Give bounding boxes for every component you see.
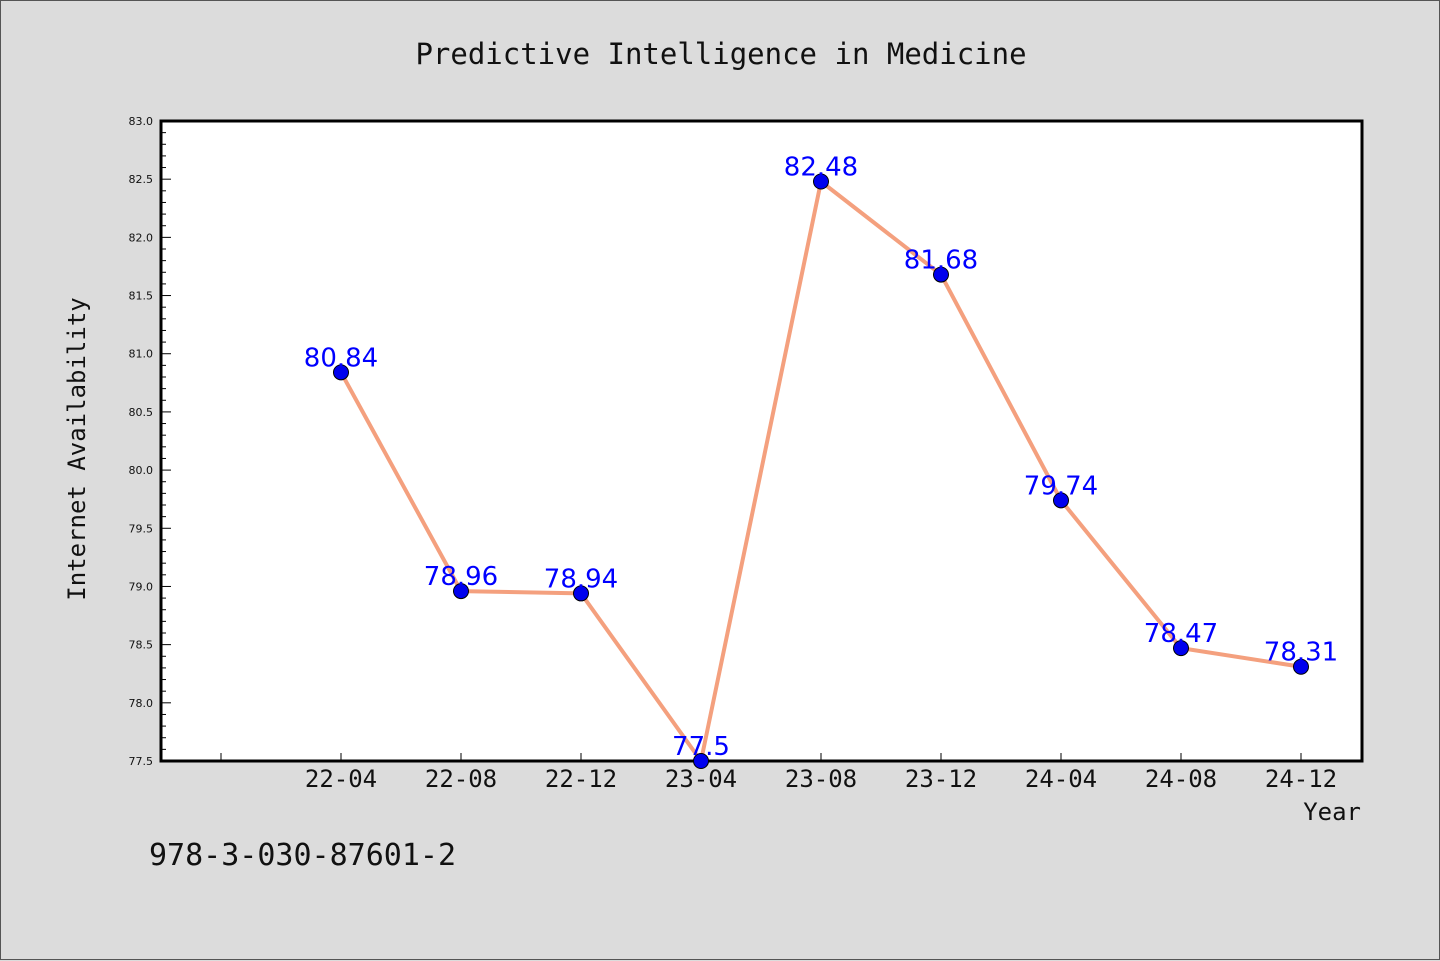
x-tick-label: 22-12 <box>545 765 617 793</box>
y-tick-label: 83.0 <box>129 115 154 128</box>
chart-title: Predictive Intelligence in Medicine <box>415 37 1026 71</box>
data-label: 78.96 <box>424 562 498 592</box>
plot-area <box>159 119 1364 763</box>
x-tick-label: 24-04 <box>1025 765 1097 793</box>
data-label: 78.94 <box>544 564 618 594</box>
footer-isbn-text: 978-3-030-87601-2 <box>149 838 456 873</box>
data-point <box>333 364 349 381</box>
y-tick-label: 82.0 <box>129 231 154 244</box>
data-label: 81.68 <box>904 246 978 276</box>
y-tick-label: 81.5 <box>129 290 154 303</box>
data-points-group <box>333 173 1309 769</box>
y-tick-label: 77.5 <box>129 755 154 768</box>
y-axis-label: Internet Availability <box>63 297 91 600</box>
x-axis: 22-04 22-08 22-12 23-04 23-08 23-12 24-04 24-08… <box>220 753 1337 793</box>
x-tick-label: 24-12 <box>1265 765 1337 793</box>
y-tick-label: 80.5 <box>129 406 154 419</box>
y-tick-label: 79.0 <box>129 580 154 593</box>
data-point <box>1053 492 1069 509</box>
x-tick-label: 24-08 <box>1145 765 1217 793</box>
y-tick-label: 82.5 <box>129 173 154 186</box>
data-point <box>573 585 589 602</box>
data-labels-group: 80.84 78.96 78.94 77.5 82.48 81.68 79.74 78.47 7… <box>304 153 1338 762</box>
data-label: 77.5 <box>672 732 730 762</box>
x-tick-label: 23-08 <box>785 765 857 793</box>
x-tick-label: 22-08 <box>425 765 497 793</box>
y-tick-label: 78.0 <box>129 697 154 710</box>
data-point <box>813 173 829 190</box>
data-point <box>453 583 469 600</box>
x-tick-label: 22-04 <box>305 765 377 793</box>
data-label: 82.48 <box>784 153 858 183</box>
data-label: 78.31 <box>1264 638 1338 668</box>
data-label: 78.47 <box>1144 619 1218 649</box>
y-tick-label: 78.5 <box>129 639 154 652</box>
y-tick-label: 79.5 <box>129 522 154 535</box>
x-axis-label: Year <box>1303 798 1361 826</box>
data-label: 80.84 <box>304 343 378 373</box>
x-tick-label: 23-04 <box>665 765 737 793</box>
data-point <box>933 266 949 283</box>
data-point <box>1173 640 1189 657</box>
data-point <box>1293 658 1309 675</box>
y-axis: 77.5 78.0 78.5 79.0 79.5 80.0 80.5 81.0 81.5 82.0… <box>129 115 171 768</box>
data-label: 79.74 <box>1024 471 1098 501</box>
x-tick-label: 23-12 <box>905 765 977 793</box>
y-tick-label: 80.0 <box>129 464 154 477</box>
y-tick-label: 81.0 <box>129 348 154 361</box>
data-point <box>693 753 709 769</box>
